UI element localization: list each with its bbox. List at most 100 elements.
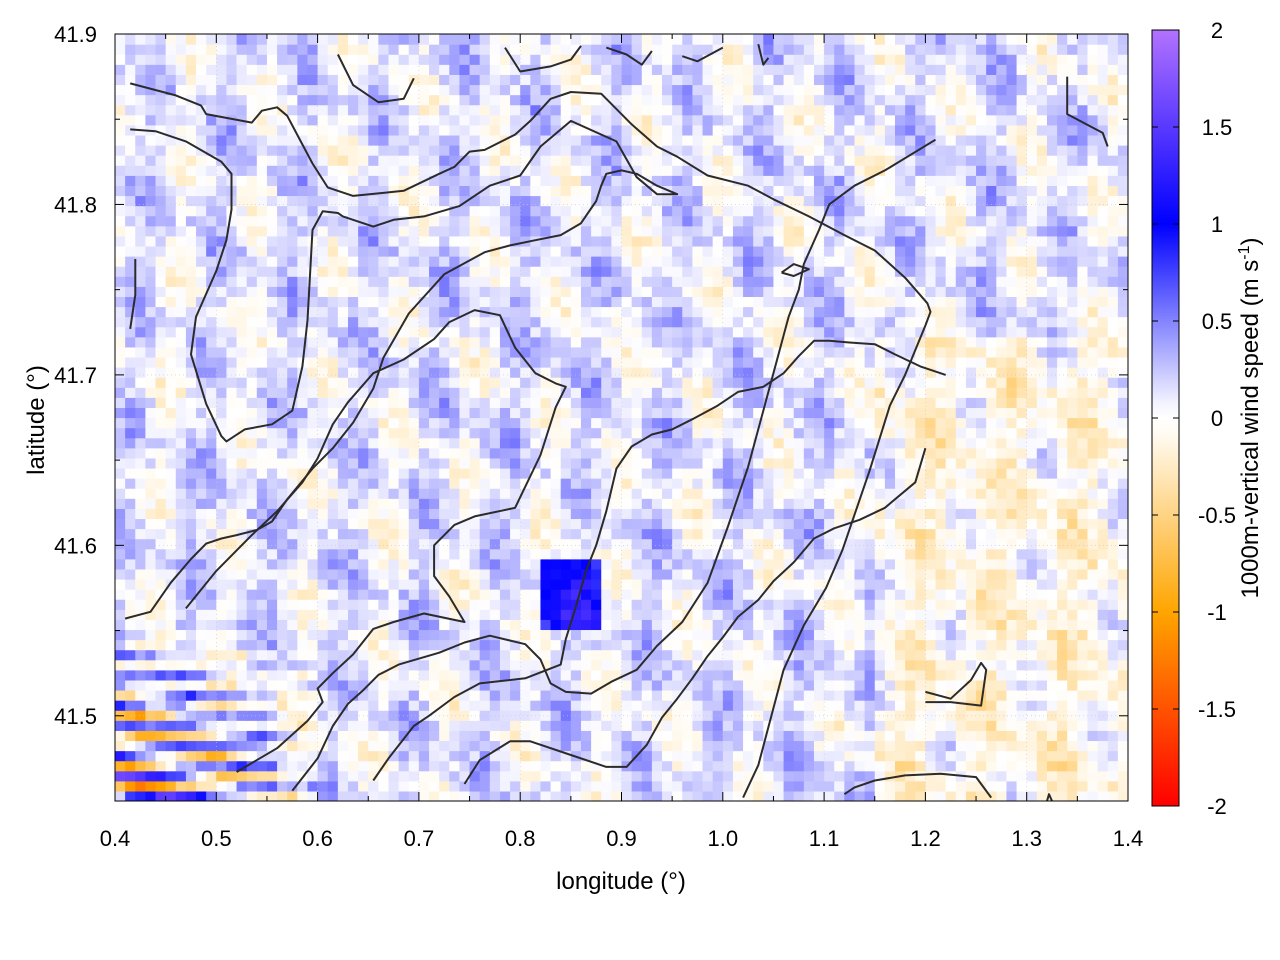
heatmap-cell (135, 619, 146, 631)
heatmap-cell (408, 478, 420, 489)
heatmap-cell (732, 326, 744, 338)
heatmap-cell (1057, 518, 1068, 530)
heatmap-cell (793, 790, 805, 801)
heatmap-cell (347, 599, 359, 610)
heatmap-cell (631, 387, 643, 398)
heatmap-cell (418, 770, 430, 782)
heatmap-cell (844, 387, 856, 398)
heatmap-cell (510, 780, 521, 792)
heatmap-cell (945, 437, 957, 449)
heatmap-cell (510, 346, 521, 358)
heatmap-cell (317, 528, 329, 540)
heatmap-cell (489, 478, 501, 489)
heatmap-cell (743, 730, 754, 742)
heatmap-cell (125, 447, 136, 459)
heatmap-cell (337, 397, 349, 409)
heatmap-cell (327, 336, 339, 348)
heatmap-cell (803, 649, 815, 661)
heatmap-cell (368, 730, 379, 742)
heatmap-cell (347, 488, 359, 499)
heatmap-cell (449, 367, 461, 378)
heatmap-cell (986, 528, 997, 540)
heatmap-cell (135, 508, 146, 520)
heatmap-cell (378, 528, 390, 540)
heatmap-cell (803, 367, 815, 378)
heatmap-cell (307, 578, 319, 590)
heatmap-cell (277, 427, 288, 439)
heatmap-cell (1026, 528, 1038, 540)
heatmap-cell (692, 689, 704, 701)
heatmap-cell (1046, 599, 1058, 610)
heatmap-cell (844, 710, 856, 721)
heatmap-cell (753, 356, 764, 368)
heatmap-cell (651, 356, 663, 368)
heatmap-cell (449, 750, 461, 762)
heatmap-cell (864, 790, 876, 801)
heatmap-cell (1087, 326, 1099, 338)
heatmap-cell (580, 447, 592, 459)
heatmap-cell (560, 740, 572, 752)
heatmap-cell (965, 629, 977, 641)
heatmap-cell (1107, 377, 1119, 388)
heatmap-cell (226, 578, 238, 590)
heatmap-cell (813, 720, 825, 731)
heatmap-cell (834, 356, 845, 368)
heatmap-cell (773, 478, 785, 489)
heatmap-cell (580, 498, 592, 509)
heatmap-cell (621, 457, 633, 469)
heatmap-cell (702, 720, 714, 731)
heatmap-cell (945, 538, 957, 550)
heatmap-cell (1097, 528, 1109, 540)
heatmap-cell (135, 629, 146, 641)
heatmap-cell (368, 720, 379, 731)
heatmap-cell (965, 417, 977, 429)
heatmap-cell (813, 427, 825, 439)
heatmap-cell (955, 710, 967, 721)
heatmap-cell (844, 679, 856, 691)
heatmap-cell (601, 629, 612, 641)
heatmap-cell (125, 770, 136, 782)
heatmap-cell (550, 730, 562, 742)
heatmap-cell (763, 578, 775, 590)
heatmap-cell (307, 397, 319, 409)
heatmap-cell (641, 669, 653, 681)
heatmap-cell (732, 609, 744, 620)
heatmap-cell (307, 780, 319, 792)
heatmap-cell (398, 478, 410, 489)
heatmap-cell (935, 488, 947, 499)
heatmap-cell (773, 558, 785, 570)
heatmap-cell (834, 377, 845, 388)
heatmap-cell (337, 417, 349, 429)
heatmap-cell (439, 316, 450, 328)
heatmap-cell (864, 478, 876, 489)
heatmap-cell (743, 498, 754, 509)
heatmap-cell (115, 548, 126, 560)
heatmap-cell (662, 498, 673, 509)
heatmap-cell (226, 780, 238, 792)
heatmap-cell (591, 790, 602, 801)
heatmap-cell (611, 710, 623, 721)
heatmap-cell (347, 578, 359, 590)
heatmap-cell (175, 760, 187, 772)
heatmap-cell (256, 740, 268, 752)
heatmap-cell (530, 447, 542, 459)
heatmap-cell (125, 589, 136, 600)
heatmap-cell (905, 407, 916, 419)
heatmap-cell (641, 397, 653, 409)
heatmap-cell (489, 599, 501, 610)
heatmap-cell (591, 558, 602, 570)
heatmap-cell (834, 518, 845, 530)
heatmap-cell (540, 558, 552, 570)
heatmap-cell (277, 518, 288, 530)
heatmap-cell (449, 437, 461, 449)
heatmap-cell (824, 316, 835, 328)
heatmap-cell (824, 538, 835, 550)
heatmap-cell (996, 447, 1008, 459)
heatmap-cell (743, 629, 754, 641)
heatmap-cell (560, 356, 572, 368)
heatmap-cell (905, 730, 916, 742)
heatmap-cell (277, 639, 288, 651)
heatmap-cell (1036, 578, 1048, 590)
heatmap-cell (662, 397, 673, 409)
heatmap-cell (651, 619, 663, 631)
